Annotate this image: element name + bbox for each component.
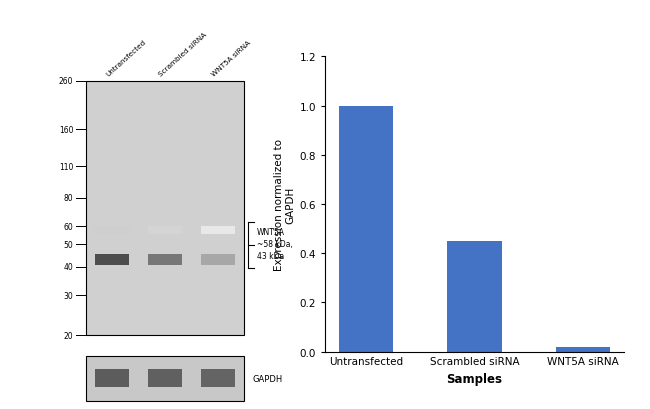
Text: Scrambled siRNA: Scrambled siRNA [158, 32, 208, 78]
Text: 80: 80 [64, 194, 73, 203]
Bar [86, 356, 244, 401]
Text: 40: 40 [64, 262, 73, 271]
Text: GAPDH: GAPDH [252, 374, 282, 383]
Bar [95, 226, 129, 234]
Text: Untransfected: Untransfected [105, 39, 147, 78]
Bar [447, 241, 502, 352]
Text: 160: 160 [58, 125, 73, 134]
X-axis label: Samples: Samples [447, 372, 502, 385]
Text: 60: 60 [64, 222, 73, 231]
Y-axis label: Expression normalized to
GAPDH: Expression normalized to GAPDH [274, 139, 295, 270]
Text: 110: 110 [59, 162, 73, 171]
Bar [95, 254, 129, 265]
Bar [556, 347, 610, 352]
Text: 30: 30 [64, 291, 73, 300]
Bar [148, 254, 182, 265]
Text: 260: 260 [58, 77, 73, 86]
Bar [201, 369, 235, 387]
Bar [201, 254, 235, 265]
Bar [95, 369, 129, 387]
Bar [148, 226, 182, 234]
Bar [86, 82, 244, 335]
Bar [339, 106, 393, 352]
Text: WNT5A
~58 kDa,
43 kDa: WNT5A ~58 kDa, 43 kDa [257, 227, 292, 260]
Bar [201, 226, 235, 234]
Text: WNT5A siRNA: WNT5A siRNA [211, 40, 252, 78]
Text: 20: 20 [64, 331, 73, 340]
Bar [148, 369, 182, 387]
Text: 50: 50 [64, 240, 73, 249]
